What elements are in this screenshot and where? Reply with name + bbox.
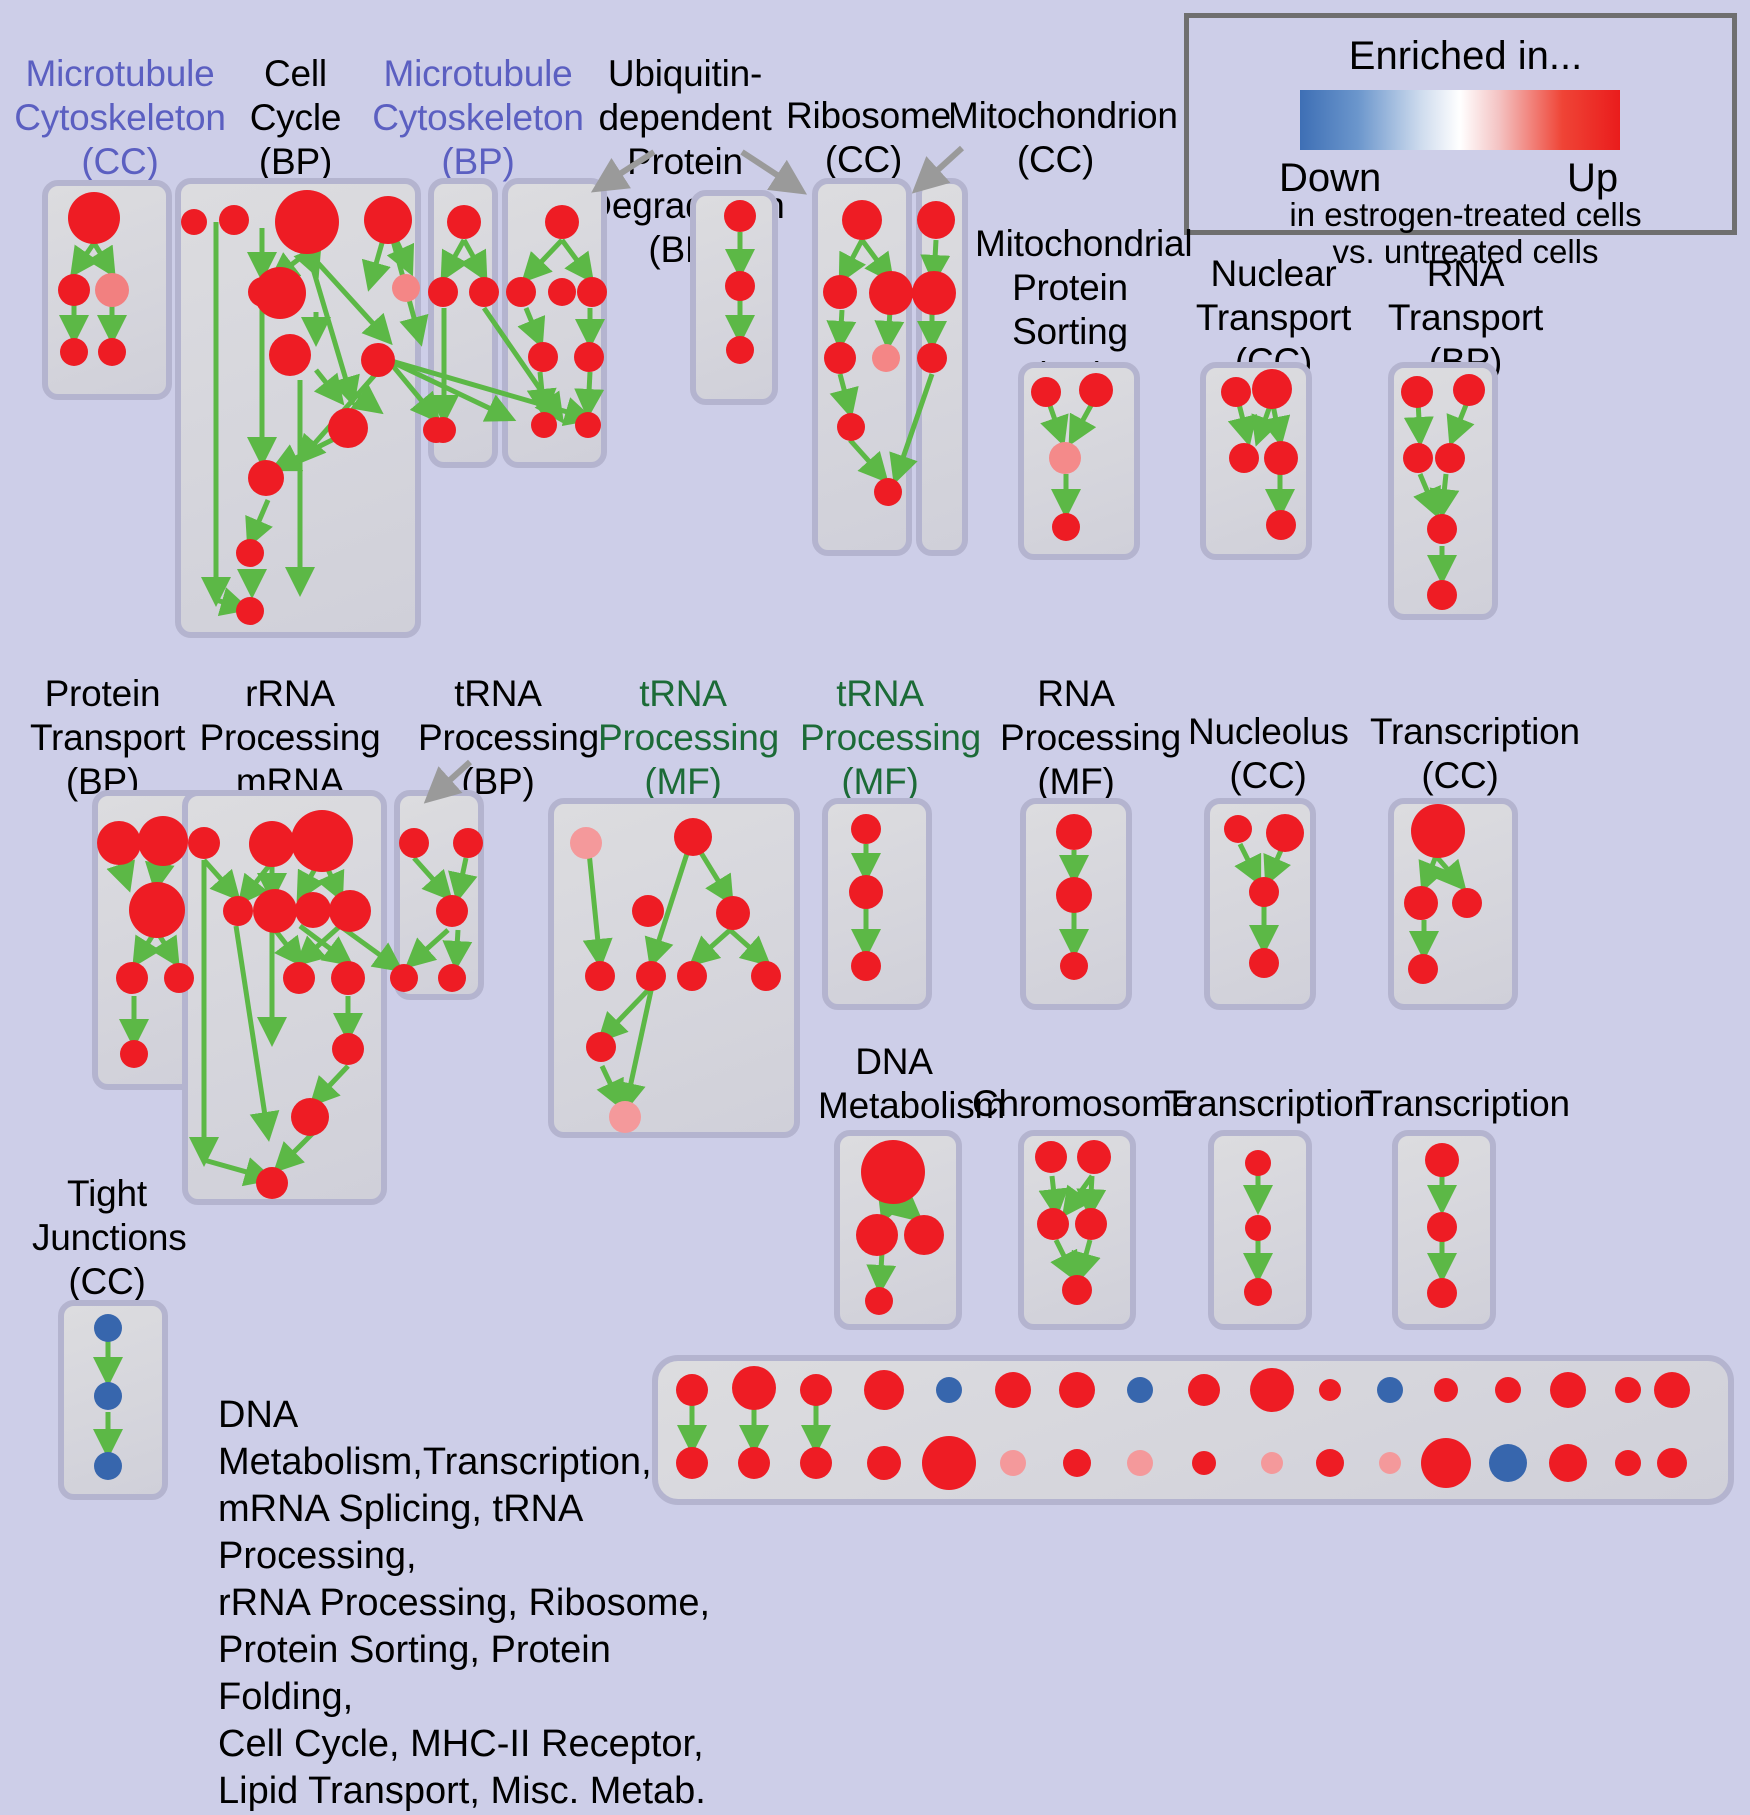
cluster-label-nucleolus-cc: Nucleolus (CC) — [1188, 711, 1349, 796]
cluster-label-trna-processing-mf-2: tRNA Processing (MF) — [800, 673, 982, 802]
panel-mitochondrial-protein-sorting-bp — [1018, 362, 1140, 560]
cluster-label-ribosome-cc: Ribosome (CC) — [786, 95, 951, 180]
panel-cell-cycle-bp — [175, 178, 421, 638]
panel-trna-processing-bp — [394, 790, 484, 1000]
cluster-label-microtubule-cytoskeleton-cc: Microtubule Cytoskeleton (CC) — [14, 53, 226, 182]
panel-trna-processing-mf-1 — [548, 798, 800, 1138]
panel-transcription-cc-1 — [1388, 798, 1518, 1010]
panel-mitochondrion-cc — [916, 178, 968, 556]
panel-rna-transport-bp — [1388, 362, 1498, 620]
cluster-label-rna-processing-mf: RNA Processing (MF) — [1000, 673, 1182, 802]
legend-high-label: Up — [1567, 156, 1619, 200]
panel-transcription-cc-2 — [1208, 1130, 1312, 1330]
panel-nucleolus-cc — [1204, 798, 1316, 1010]
panel-dna-metabolism-bp — [834, 1130, 962, 1330]
cluster-label-cell-cycle-bp: Cell Cycle (BP) — [249, 53, 342, 182]
misc-category-list: DNA Metabolism,Transcription, mRNA Splic… — [218, 1394, 711, 1812]
legend-subtitle-line2: vs. untreated cells — [1332, 233, 1599, 270]
legend-box: Enriched in... Down Up in estrogen-treat… — [1184, 13, 1737, 270]
panel-ribosome-cc — [812, 178, 912, 556]
cluster-label-tight-junctions-cc: Tight Junctions (CC) — [32, 1173, 187, 1302]
cluster-label-trna-processing-bp: tRNA Processing (BP) — [418, 673, 600, 802]
panel-rna-processing-mf — [1020, 798, 1132, 1010]
cluster-label-protein-transport-bp: Protein Transport (BP) — [30, 673, 186, 802]
panel-microtubule-cytoskeleton-cc — [42, 180, 172, 400]
legend-subtitle-line1: in estrogen-treated cells — [1289, 196, 1642, 233]
legend-title: Enriched in... — [1348, 34, 1583, 78]
panel-ubiquitin-degradation-bp-left — [502, 178, 607, 468]
panel-trna-processing-mf-2 — [822, 798, 932, 1010]
legend-low-label: Down — [1279, 156, 1382, 200]
panel-transcription-mf — [1392, 1130, 1496, 1330]
cluster-label-trna-processing-mf-1: tRNA Processing (MF) — [598, 673, 780, 802]
panel-nuclear-transport-cc — [1200, 362, 1312, 560]
cluster-label-transcription-cc-1: Transcription (CC) — [1370, 711, 1580, 796]
panel-chromosome-cc — [1018, 1130, 1136, 1330]
panel-misc-bottom — [652, 1355, 1734, 1505]
legend-color-gradient — [1300, 90, 1620, 150]
panel-ubiquitin-degradation-bp-right — [690, 190, 778, 405]
cluster-label-microtubule-cytoskeleton-bp: Microtubule Cytoskeleton (BP) — [372, 53, 584, 182]
panel-microtubule-cytoskeleton-bp — [428, 178, 498, 468]
cluster-label-mitochondrion-cc: Mitochondrion (CC) — [948, 95, 1178, 180]
panel-rrna-mrna-bp — [182, 790, 387, 1205]
panel-tight-junctions-cc — [58, 1300, 168, 1500]
